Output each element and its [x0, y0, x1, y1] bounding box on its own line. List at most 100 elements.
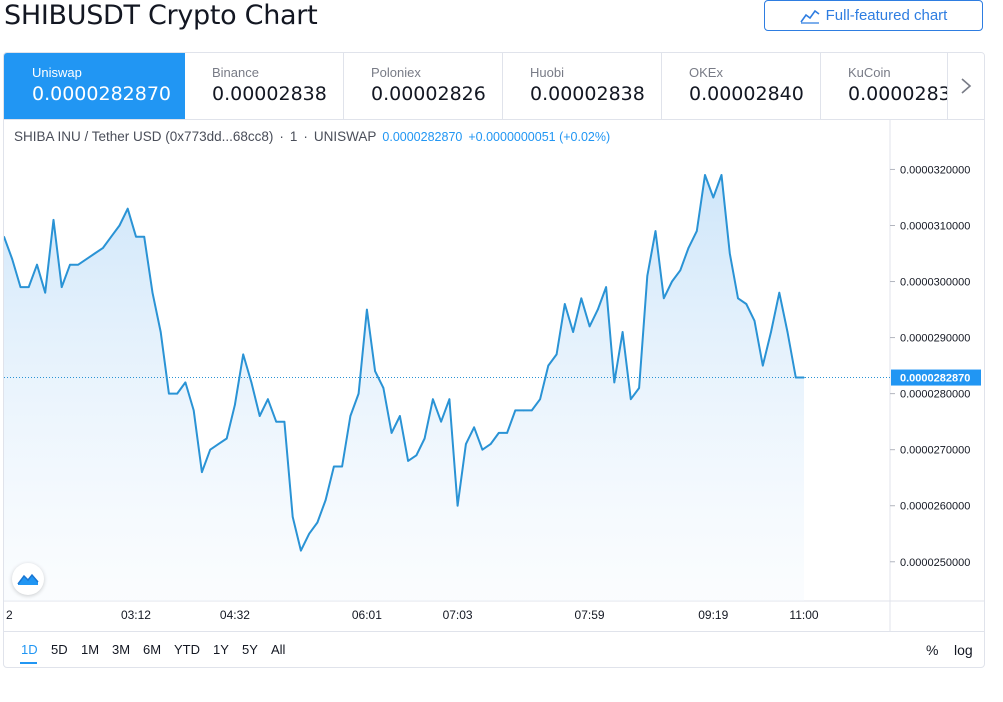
x-tick-label: 11:00 [789, 608, 818, 622]
range-5y-button[interactable]: 5Y [242, 642, 258, 657]
price-point [803, 376, 805, 379]
exchange-tabs: Uniswap 0.0000282870 Binance 0.00002838 … [4, 53, 984, 120]
price-series-line [4, 174, 804, 552]
price-point [151, 291, 154, 294]
price-point [696, 230, 698, 232]
range-6m-button[interactable]: 6M [143, 642, 162, 657]
price-point [531, 409, 533, 412]
price-point [283, 420, 286, 423]
range-all-button[interactable]: All [271, 642, 286, 657]
price-point [588, 325, 591, 328]
range-5d-button[interactable]: 5D [51, 642, 68, 657]
exchange-tab-uniswap[interactable]: Uniswap 0.0000282870 [4, 53, 185, 119]
price-point [489, 443, 492, 445]
exchange-price: 0.0000282870 [32, 83, 172, 105]
range-ytd-button[interactable]: YTD [174, 642, 200, 657]
price-point [85, 258, 88, 260]
range-1m-button[interactable]: 1M [81, 642, 100, 657]
price-point [432, 398, 434, 401]
y-tick-label: 0.0000320000 [900, 164, 970, 176]
full-featured-chart-label: Full-featured chart [825, 7, 948, 24]
range-3m-button[interactable]: 3M [112, 642, 131, 657]
price-chart[interactable]: 0.0000250000 0.0000260000 0.0000270000 0.00… [4, 53, 984, 631]
price-point [308, 532, 311, 535]
price-area-fill [4, 175, 804, 601]
exchange-tab-binance[interactable]: Binance 0.00002838 [185, 53, 344, 119]
price-point [456, 504, 459, 507]
price-point [225, 437, 228, 440]
price-point [52, 219, 55, 221]
last-price-label: 0.0000282870 [900, 373, 970, 385]
price-point [547, 364, 550, 367]
price-point [11, 258, 13, 260]
chart-line-icon [799, 9, 820, 24]
price-point [613, 381, 616, 384]
price-point [729, 252, 731, 255]
legend-last-price: 0.0000282870 [382, 130, 463, 144]
legend-separator: · [303, 129, 308, 144]
last-price-badge [891, 369, 981, 386]
price-point [572, 331, 574, 333]
price-point [399, 415, 401, 417]
price-point [473, 426, 475, 429]
price-point [423, 437, 426, 440]
range-1y-button[interactable]: 1Y [213, 642, 229, 657]
bottom-toolbar: 1D 5D 1M 3M 6M YTD 1Y 5Y All % log [4, 631, 984, 667]
exchange-price: 0.00002840 [689, 83, 804, 105]
price-point [415, 454, 418, 457]
exchange-tab-huobi[interactable]: Huobi 0.00002838 [503, 53, 662, 119]
price-point [291, 516, 294, 518]
price-point [93, 252, 96, 255]
price-point [267, 398, 269, 401]
y-tick-label: 0.0000290000 [900, 333, 970, 345]
x-tick-label: 06:01 [352, 608, 382, 622]
exchange-tab-okex[interactable]: OKEx 0.00002840 [662, 53, 821, 119]
price-point [19, 286, 22, 288]
price-point [234, 404, 236, 406]
price-point [390, 432, 393, 434]
price-point [118, 224, 121, 227]
exchange-name: KuCoin [848, 65, 891, 80]
price-point [60, 286, 63, 288]
price-point [621, 331, 624, 333]
exchange-name: OKEx [689, 65, 723, 80]
price-point [646, 275, 649, 277]
price-point [778, 291, 781, 294]
price-point [564, 303, 566, 305]
price-point [209, 448, 211, 451]
chevron-right-icon [961, 78, 972, 94]
price-point [192, 409, 195, 412]
tradingview-logo-button[interactable] [12, 563, 44, 595]
price-point [77, 263, 79, 266]
price-point [580, 297, 583, 300]
price-point [712, 196, 715, 199]
range-1d-button[interactable]: 1D [21, 642, 38, 657]
full-featured-chart-button[interactable]: Full-featured chart [764, 0, 983, 31]
price-point [654, 230, 657, 232]
legend-symbol: SHIBA INU / Tether USD (0x773dd...68cc8) [14, 129, 274, 144]
price-point [753, 320, 756, 322]
price-point [357, 392, 360, 395]
exchange-price: 0.00002826 [371, 83, 486, 105]
percent-scale-toggle[interactable]: % [926, 642, 939, 658]
exchange-name: Binance [212, 65, 259, 80]
price-point [498, 432, 500, 434]
price-point [539, 398, 541, 401]
price-point [159, 331, 162, 333]
legend-change: +0.0000000051 (+0.02%) [468, 130, 611, 144]
y-tick-label: 0.0000270000 [900, 445, 970, 457]
price-point [126, 207, 129, 210]
price-point [341, 465, 343, 468]
price-point [316, 521, 319, 524]
next-exchanges-button[interactable] [947, 53, 984, 119]
exchange-price: 0.00002838 [212, 83, 327, 105]
price-point [349, 415, 352, 417]
price-point [250, 381, 253, 384]
exchange-tab-poloniex[interactable]: Poloniex 0.00002826 [344, 53, 503, 119]
chart-legend: SHIBA INU / Tether USD (0x773dd...68cc8)… [14, 129, 610, 144]
exchange-name: Huobi [530, 65, 564, 80]
price-point [168, 392, 170, 395]
log-scale-toggle[interactable]: log [954, 642, 973, 658]
exchange-name: Uniswap [32, 65, 82, 80]
legend-interval: 1 [289, 129, 298, 144]
